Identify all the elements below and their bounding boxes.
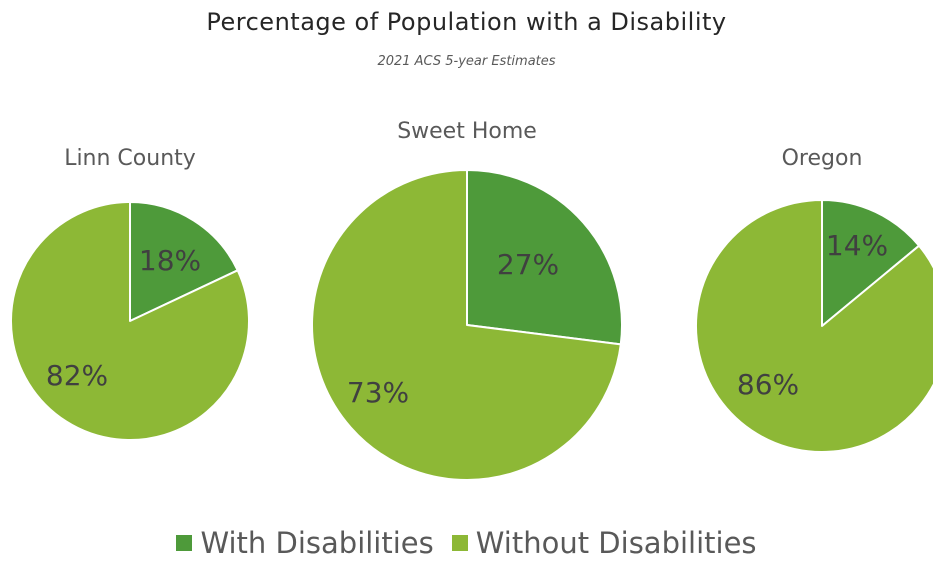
data-label-linn-county-with-disabilities: 18% xyxy=(139,244,201,277)
data-label-sweet-home-without-disabilities: 73% xyxy=(347,376,409,409)
pie-slice-linn-county-with-disabilities xyxy=(129,201,239,322)
pie-title-linn-county: Linn County xyxy=(64,146,196,171)
pie-slice-sweet-home-with-disabilities xyxy=(466,169,623,346)
pie-title-oregon: Oregon xyxy=(782,146,863,171)
data-label-oregon-without-disabilities: 86% xyxy=(737,368,799,401)
chart-title: Percentage of Population with a Disabili… xyxy=(206,8,727,36)
legend-item-with-disabilities: With Disabilities xyxy=(176,526,434,560)
chart-subtitle: 2021 ACS 5-year Estimates xyxy=(377,54,556,69)
legend: With Disabilities Without Disabilities xyxy=(0,526,933,560)
pie-title-sweet-home: Sweet Home xyxy=(397,119,537,144)
legend-swatch-without-disabilities xyxy=(451,535,468,551)
data-label-sweet-home-with-disabilities: 27% xyxy=(497,248,559,281)
pie-slice-oregon-with-disabilities xyxy=(821,199,921,327)
pie-linn-county: Linn County 18% 82% xyxy=(10,146,250,441)
pie-slice-linn-county-without-disabilities xyxy=(10,201,250,441)
pie-oregon: Oregon 14% 86% xyxy=(695,146,933,453)
legend-swatch-with-disabilities xyxy=(176,535,193,551)
pie-slice-sweet-home-without-disabilities xyxy=(311,169,622,481)
pie-sweet-home: Sweet Home 27% 73% xyxy=(311,119,623,481)
legend-item-without-disabilities: Without Disabilities xyxy=(451,526,757,560)
pie-slice-oregon-without-disabilities xyxy=(695,199,933,453)
data-label-linn-county-without-disabilities: 82% xyxy=(46,359,108,392)
legend-label-without-disabilities: Without Disabilities xyxy=(475,526,757,560)
data-label-oregon-with-disabilities: 14% xyxy=(826,229,888,262)
legend-label-with-disabilities: With Disabilities xyxy=(200,526,434,560)
